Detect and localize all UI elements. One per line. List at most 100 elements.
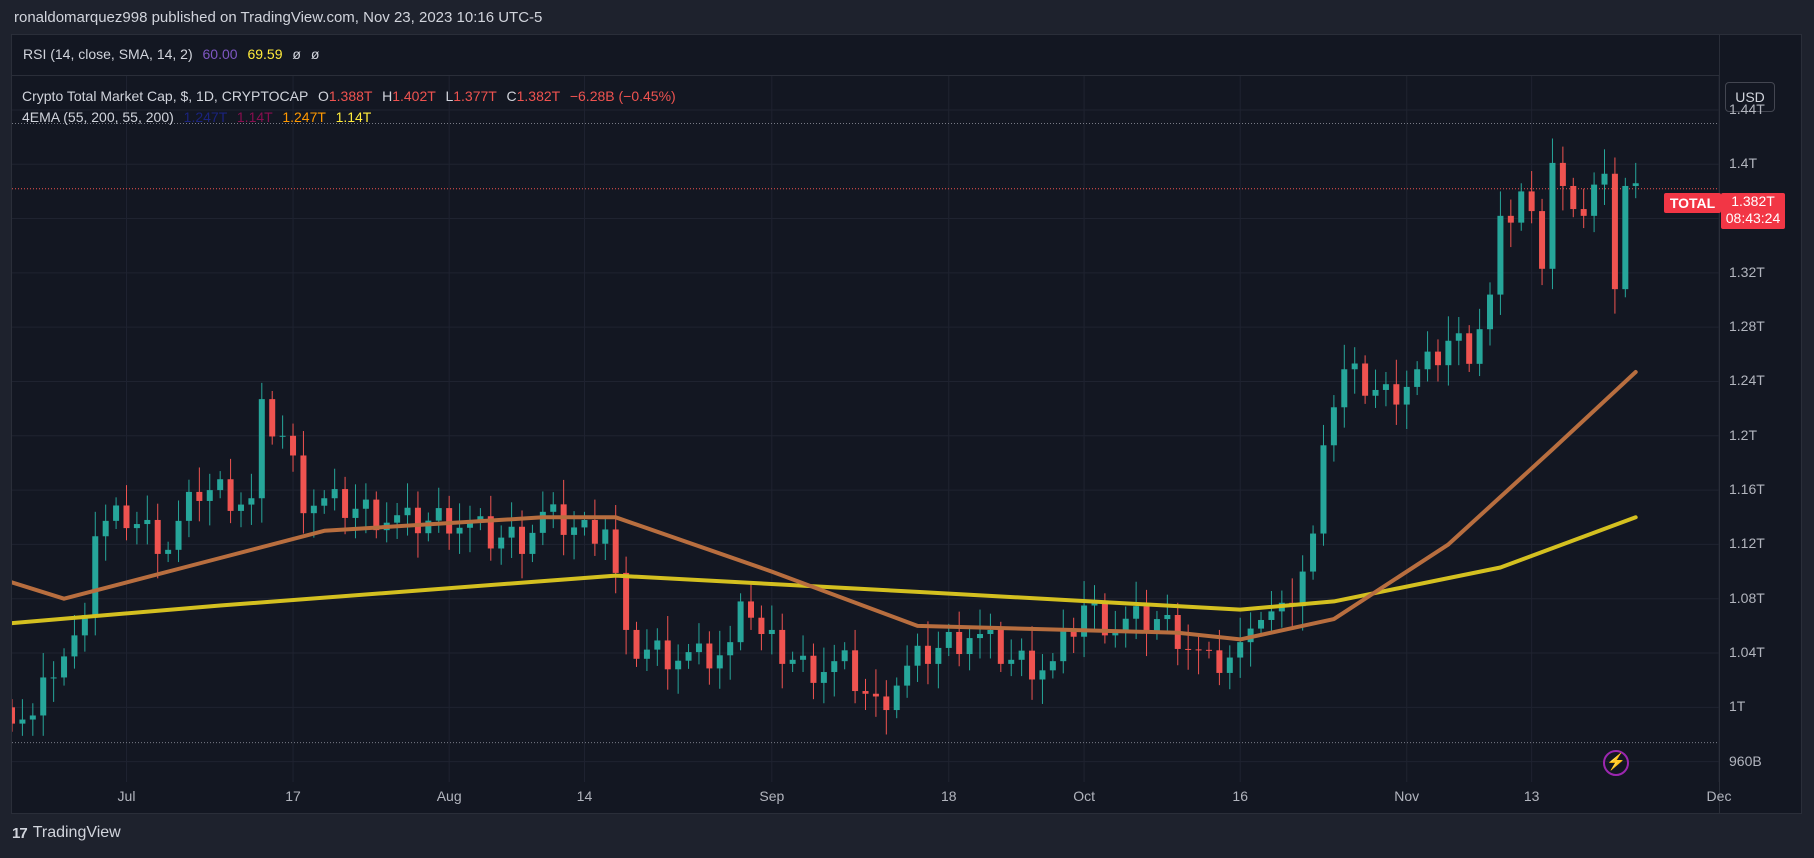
candle-up	[539, 511, 546, 533]
candle-down	[591, 519, 598, 544]
candle-up	[102, 520, 109, 537]
rsi-empty-2: ø	[310, 46, 320, 62]
candle-down	[1185, 648, 1192, 650]
candle-up	[768, 629, 775, 635]
candle-up	[1424, 351, 1431, 370]
high-label: H	[382, 88, 393, 104]
candle-up	[935, 647, 942, 664]
candle-down	[1029, 650, 1036, 680]
candle-up	[1133, 606, 1140, 619]
candle-up	[945, 631, 952, 648]
candle-up	[1497, 215, 1504, 295]
candle-up	[602, 529, 609, 544]
tradingview-logo-icon: 17	[12, 824, 28, 842]
candle-up	[1341, 369, 1348, 408]
candle-up	[1372, 389, 1379, 396]
price-tick-label: 1.24T	[1729, 372, 1765, 389]
candle-up	[477, 516, 484, 523]
candle-up	[279, 435, 286, 437]
candle-up	[727, 642, 734, 656]
candle-down	[872, 693, 879, 697]
ema-label: 4EMA (55, 200, 55, 200)	[22, 109, 174, 125]
candle-down	[196, 491, 203, 501]
bar-countdown: 08:43:24	[1725, 210, 1781, 226]
candle-down	[1362, 363, 1369, 396]
rsi-pane[interactable]: RSI (14, close, SMA, 14, 2) 60.00 69.59 …	[11, 35, 1719, 76]
candle-up	[1601, 173, 1608, 185]
candle-up	[1518, 191, 1525, 223]
close-label: C	[506, 88, 517, 104]
currency-button[interactable]: USD	[1725, 82, 1775, 112]
candle-down	[623, 572, 630, 630]
candle-down	[1528, 191, 1535, 212]
candle-down	[1466, 333, 1473, 364]
candle-up	[498, 537, 505, 549]
time-tick-label: 16	[1232, 788, 1248, 804]
candle-up	[1622, 185, 1629, 290]
candle-down	[373, 499, 380, 531]
time-tick-label: Jul	[117, 788, 136, 804]
price-tick-label: 1.04T	[1729, 644, 1765, 661]
last-price-value: 1.382T	[1731, 193, 1775, 209]
rsi-empty-1: ø	[292, 46, 301, 62]
candle-down	[706, 643, 713, 669]
candle-up	[352, 508, 359, 518]
symbol-label: Crypto Total Market Cap, $, 1D, CRYPTOCA…	[22, 88, 309, 104]
publisher-header: ronaldomarquez998 published on TradingVi…	[0, 0, 1814, 36]
candle-up	[987, 629, 994, 635]
candle-up	[50, 677, 57, 679]
rsi-legend: RSI (14, close, SMA, 14, 2) 60.00 69.59 …	[23, 44, 319, 64]
candle-down	[342, 489, 349, 518]
price-tick-label: 1.08T	[1729, 589, 1765, 606]
candle-up	[29, 715, 36, 720]
candle-up	[1018, 650, 1025, 660]
candle-down	[997, 629, 1004, 664]
candle-up	[1299, 571, 1306, 607]
candle-down	[1434, 351, 1441, 366]
candle-up	[1455, 333, 1462, 341]
candle-up	[466, 522, 473, 528]
candle-up	[508, 526, 515, 538]
candle-down	[227, 479, 234, 511]
candle-down	[519, 526, 526, 554]
time-tick-label: 13	[1523, 788, 1540, 804]
main-legend: Crypto Total Market Cap, $, 1D, CRYPTOCA…	[22, 86, 676, 128]
candle-up	[1153, 619, 1160, 632]
time-tick-label: Oct	[1073, 788, 1095, 804]
candle-up	[1112, 631, 1119, 636]
price-tick-label: 1.4T	[1729, 155, 1758, 172]
open-label: O	[317, 88, 329, 104]
candle-up	[1164, 615, 1171, 620]
candle-up	[185, 491, 192, 521]
candle-up	[206, 490, 213, 501]
candle-up	[571, 527, 578, 535]
time-tick-label: Nov	[1394, 788, 1420, 804]
candle-up	[1268, 611, 1275, 620]
candle-up	[71, 635, 78, 657]
candle-down	[779, 629, 786, 664]
candle-down	[862, 691, 869, 694]
rsi-label: RSI (14, close, SMA, 14, 2)	[23, 46, 193, 62]
time-tick-label: 14	[576, 788, 593, 804]
candle-up	[237, 504, 244, 511]
price-tick-label: 1.12T	[1729, 535, 1765, 552]
lightning-icon[interactable]: ⚡	[1603, 750, 1629, 776]
candle-down	[1216, 650, 1223, 673]
candle-up	[1591, 184, 1598, 216]
time-tick-label: 17	[285, 788, 301, 804]
candle-up	[113, 505, 120, 521]
candle-up	[1445, 340, 1452, 366]
candle-up	[310, 505, 317, 514]
candle-up	[92, 536, 99, 616]
candle-down	[154, 519, 161, 554]
candle-up	[1258, 619, 1265, 629]
candle-down	[12, 707, 15, 724]
price-chart[interactable]	[12, 76, 1719, 782]
candle-down	[1101, 601, 1108, 636]
candle-up	[40, 677, 47, 716]
candle-up	[394, 515, 401, 523]
candle-up	[435, 508, 442, 521]
candle-down	[810, 655, 817, 683]
brand-label: TradingView	[32, 824, 121, 841]
candle-down	[414, 507, 421, 534]
